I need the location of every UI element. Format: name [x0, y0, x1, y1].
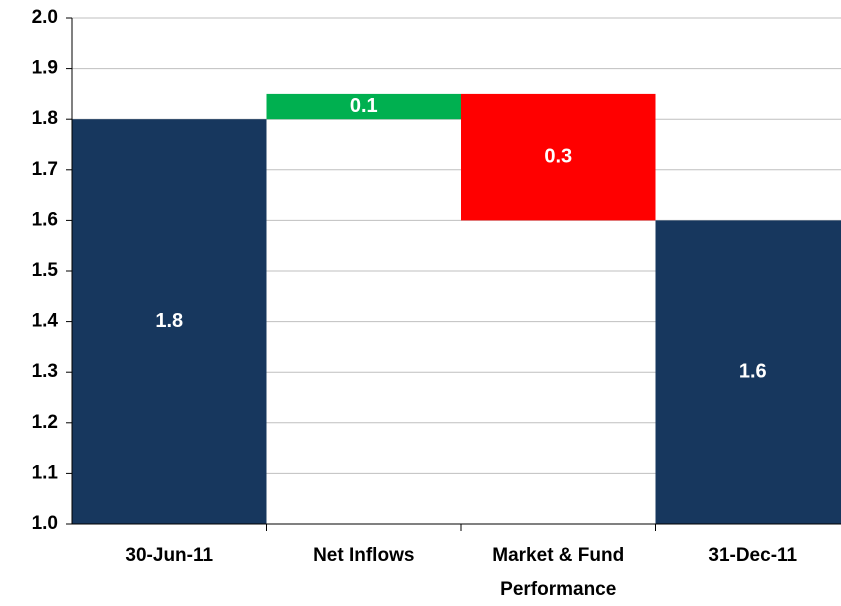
y-tick-label: 1.8	[32, 108, 58, 129]
y-tick-label: 1.6	[32, 209, 58, 230]
x-tick-label: Market & Fund Performance	[492, 545, 624, 600]
data-label: 1.8	[155, 310, 183, 332]
y-tick-label: 1.5	[32, 260, 59, 281]
bar	[461, 93, 656, 221]
x-tick-label-line: Market & Fund	[492, 545, 624, 566]
x-tick-label: 30-Jun-11	[125, 545, 213, 566]
bar	[72, 119, 267, 524]
data-label: 0.1	[350, 95, 378, 117]
y-tick-label: 1.7	[32, 159, 58, 180]
bar	[655, 220, 841, 524]
data-label: 1.6	[739, 360, 767, 382]
y-tick-label: 1.3	[32, 361, 58, 382]
y-tick-label: 1.1	[32, 462, 59, 483]
y-tick-label: 2.0	[32, 7, 58, 28]
bar	[266, 93, 461, 120]
y-tick-label: 1.9	[32, 58, 58, 79]
y-tick-label: 1.4	[32, 311, 59, 332]
y-tick-label: 1.2	[32, 412, 58, 433]
x-tick-label: Net Inflows	[313, 545, 414, 566]
y-tick-label: 1.0	[32, 513, 58, 534]
x-tick-label-line: Performance	[500, 579, 616, 600]
x-tick-label: 31-Dec-11	[708, 545, 797, 566]
data-label: 0.3	[544, 145, 572, 167]
